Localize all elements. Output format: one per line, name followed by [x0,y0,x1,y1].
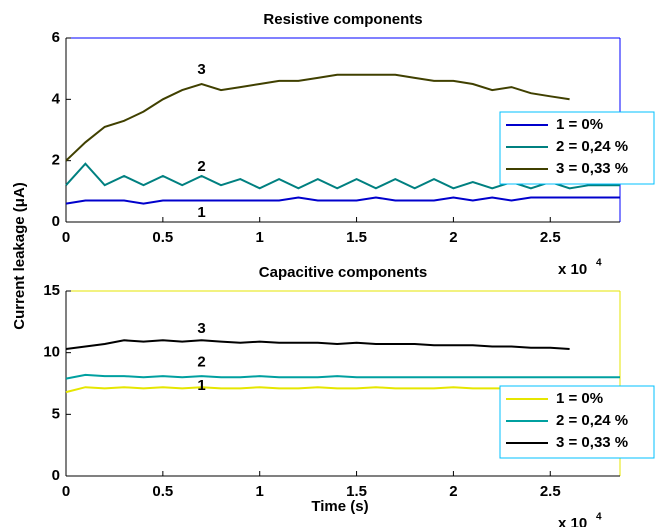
x-tick-label: 0 [62,483,70,500]
x-exponent: 4 [596,258,602,269]
annotation: 2 [197,158,205,175]
x-axis-label: Time (s) [311,498,368,515]
x-tick-label: 2 [449,483,457,500]
legend-label: 1 = 0% [556,116,603,133]
legend-label: 2 = 0,24 % [556,138,628,155]
x-tick-label: 2.5 [540,483,561,500]
y-tick-label: 5 [52,405,60,422]
x-tick-label: 1 [256,483,264,500]
legend-label: 3 = 0,33 % [556,434,628,451]
chart-title: Resistive components [263,11,422,28]
x-tick-label: 1 [256,229,264,246]
legend-label: 1 = 0% [556,390,603,407]
x-tick-label: 2 [449,229,457,246]
annotation: 3 [197,61,205,78]
y-axis-label: Current leakage (μA) [11,182,28,330]
x-tick-label: 0.5 [152,483,173,500]
annotation: 3 [197,320,205,337]
legend-label: 3 = 0,33 % [556,160,628,177]
annotation: 2 [197,354,205,371]
annotation: 1 [197,204,205,221]
y-tick-label: 15 [43,282,60,299]
x-tick-label: 2.5 [540,229,561,246]
chart-title: Capacitive components [259,264,427,281]
y-tick-label: 0 [52,213,60,230]
legend-label: 2 = 0,24 % [556,412,628,429]
x-multiplier: x 10 [558,515,587,527]
x-exponent: 4 [596,512,602,523]
series-line [65,73,570,162]
y-tick-label: 4 [52,90,61,107]
x-multiplier: x 10 [558,261,587,278]
y-tick-label: 0 [52,467,60,484]
series-line [65,162,620,190]
annotation: 1 [197,377,205,394]
y-tick-label: 6 [52,29,60,46]
x-tick-label: 0.5 [152,229,173,246]
series-line [65,373,620,380]
y-tick-label: 2 [52,152,60,169]
series-line [65,339,570,350]
x-tick-label: 1.5 [346,483,367,500]
x-tick-label: 0 [62,229,70,246]
series-line [65,196,620,205]
x-tick-label: 1.5 [346,229,367,246]
y-tick-label: 10 [43,344,60,361]
